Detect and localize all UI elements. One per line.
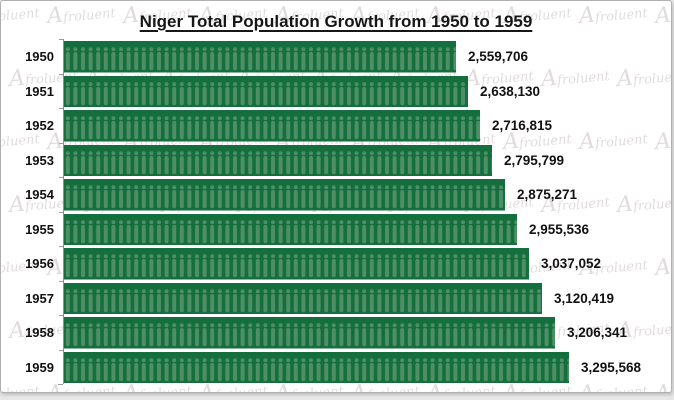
- bar-cell: 3,120,419: [58, 280, 615, 314]
- year-label: 1950: [25, 49, 54, 65]
- chart-rows: 1950 2,559,706 1951 2,638,130 1952 2,716,815 1…: [1, 39, 671, 383]
- bar-cell: 2,716,815: [58, 108, 553, 142]
- bar-row: 1952 2,716,815: [1, 108, 671, 142]
- population-bar: [64, 351, 569, 383]
- population-bar: [64, 144, 492, 176]
- bar-row: 1959 3,295,568: [1, 349, 671, 383]
- value-label: 2,638,130: [480, 83, 541, 99]
- bar-cell: 2,955,536: [58, 211, 590, 245]
- bar-cell: 2,638,130: [58, 73, 541, 107]
- value-label: 3,037,052: [541, 256, 602, 272]
- year-label: 1958: [25, 325, 54, 341]
- value-label: 3,120,419: [554, 290, 615, 306]
- value-label: 3,206,341: [567, 325, 628, 341]
- chart-content: Niger Total Population Growth from 1950 …: [1, 12, 671, 385]
- bar-row: 1958 3,206,341: [1, 315, 671, 349]
- bar-row: 1950 2,559,706: [1, 39, 671, 73]
- bar-row: 1956 3,037,052: [1, 246, 671, 280]
- population-bar: [64, 248, 529, 280]
- bar-chart: 1950 2,559,706 1951 2,638,130 1952 2,716,815 1…: [1, 39, 671, 385]
- bar-row: 1957 3,120,419: [1, 280, 671, 314]
- value-label: 2,795,799: [504, 152, 565, 168]
- bar-row: 1951 2,638,130: [1, 73, 671, 107]
- year-label: 1952: [25, 118, 54, 134]
- population-bar: [64, 213, 517, 245]
- bar-cell: 2,795,799: [58, 142, 565, 176]
- value-label: 2,559,706: [468, 49, 529, 65]
- chart-title: Niger Total Population Growth from 1950 …: [139, 12, 533, 31]
- value-label: 2,875,271: [517, 187, 578, 203]
- year-label: 1951: [25, 83, 54, 99]
- bar-cell: 3,295,568: [58, 349, 642, 383]
- population-bar: [64, 75, 468, 107]
- bar-cell: 3,206,341: [58, 315, 628, 349]
- bar-row: 1954 2,875,271: [1, 177, 671, 211]
- bar-cell: 3,037,052: [58, 246, 602, 280]
- population-bar: [64, 110, 480, 142]
- population-bar: [64, 282, 542, 314]
- population-bar: [64, 317, 555, 349]
- bar-cell: 2,875,271: [58, 177, 578, 211]
- bar-row: 1953 2,795,799: [1, 142, 671, 176]
- bar-cell: 2,559,706: [58, 39, 529, 73]
- year-label: 1954: [25, 187, 54, 203]
- year-label: 1955: [25, 221, 54, 237]
- value-label: 3,295,568: [581, 359, 642, 375]
- value-label: 2,716,815: [492, 118, 553, 134]
- chart-panel: AfroluentAfroluentAfroluentAfroluentAfro…: [0, 0, 672, 393]
- year-label: 1959: [25, 359, 54, 375]
- value-label: 2,955,536: [529, 221, 590, 237]
- year-label: 1957: [25, 290, 54, 306]
- year-label: 1953: [25, 152, 54, 168]
- population-bar: [64, 41, 456, 73]
- population-bar: [64, 179, 505, 211]
- bar-row: 1955 2,955,536: [1, 211, 671, 245]
- year-label: 1956: [25, 256, 54, 272]
